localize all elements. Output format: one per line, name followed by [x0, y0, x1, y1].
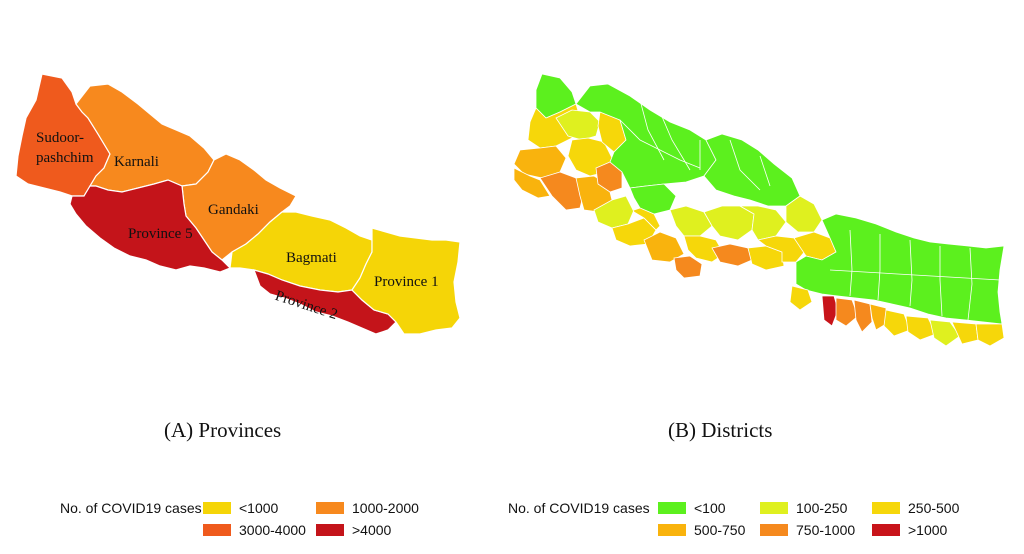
legend-b-item: 100-250 — [760, 500, 847, 516]
district-region-terai-yellow4 — [929, 319, 961, 347]
legend-b-item: 500-750 — [658, 522, 745, 538]
district-region-gorkha-yellowgreen — [785, 195, 823, 233]
legend-label: 500-750 — [694, 522, 746, 538]
district-region-lumbini-yellow2 — [625, 195, 661, 231]
legend-b-item: <100 — [658, 500, 726, 516]
legend-label: >1000 — [908, 522, 948, 538]
district-region-terai-orange1 — [835, 297, 859, 327]
district-region-gandaki-green — [703, 133, 801, 207]
legend-a-title: No. of COVID19 cases — [60, 500, 202, 516]
district-region-lumbini-yellowgreen — [593, 195, 635, 229]
district-region-terai-yellow2 — [883, 309, 911, 337]
district-region-lumbini-orange — [643, 231, 685, 263]
legend-swatch — [872, 524, 900, 536]
legend-b-item: 250-500 — [872, 500, 959, 516]
district-region-terai-red — [821, 295, 839, 327]
district-region-karnali-green — [575, 83, 717, 189]
legend-label: <100 — [694, 500, 726, 516]
district-region-terai-yellow6 — [975, 323, 1005, 347]
label-province-1: Province 1 — [374, 274, 439, 290]
district-region-terai-yellow3 — [905, 315, 937, 341]
legend-label: 3000-4000 — [239, 522, 306, 538]
district-boundaries — [619, 99, 1001, 321]
label-bagmati: Bagmati — [286, 250, 337, 266]
legend-swatch — [658, 502, 686, 514]
district-region-terai-orange2 — [853, 299, 873, 333]
legend-label: 100-250 — [796, 500, 848, 516]
legend-b-item: 750-1000 — [760, 522, 855, 538]
legend-b-title: No. of COVID19 cases — [508, 500, 650, 516]
district-region-far-west-yellow2 — [555, 109, 601, 141]
label-karnali: Karnali — [114, 154, 159, 170]
legend-label: 250-500 — [908, 500, 960, 516]
legend-swatch — [760, 502, 788, 514]
legend-swatch — [316, 524, 344, 536]
legend-a-item: 1000-2000 — [316, 500, 419, 516]
label-province-5: Province 5 — [128, 226, 193, 242]
district-region-bagmati-green — [795, 213, 1005, 325]
district-region-tanahu-yellowgreen — [703, 205, 755, 241]
legend-swatch — [316, 502, 344, 514]
legend-swatch — [658, 524, 686, 536]
district-region-gulmi-yellow — [669, 205, 713, 237]
legend-swatch — [203, 502, 231, 514]
province-1 — [351, 227, 461, 335]
legend-swatch — [760, 524, 788, 536]
legend-a-item: <1000 — [203, 500, 278, 516]
legend-swatch — [872, 502, 900, 514]
district-region-terai-yellow1 — [789, 285, 813, 311]
label-sudoorpashchim: Sudoor- pashchim — [36, 130, 94, 166]
district-region-rupandehi-orange — [711, 243, 753, 267]
caption-districts: (B) Districts — [668, 418, 773, 442]
caption-provinces: (A) Provinces — [164, 418, 282, 442]
province-2 — [253, 269, 397, 335]
legend-label: >4000 — [352, 522, 392, 538]
province-5 — [69, 179, 232, 273]
district-region-lumbini-orange2 — [673, 255, 703, 279]
legend-b-item: >1000 — [872, 522, 947, 538]
legend-a-item: 3000-4000 — [203, 522, 306, 538]
legend-a-item: >4000 — [316, 522, 391, 538]
legend-label: 1000-2000 — [352, 500, 419, 516]
legend-swatch — [203, 524, 231, 536]
district-region-far-west-orange3 — [513, 167, 551, 199]
district-region-terai-orange3 — [869, 303, 887, 331]
legend-label: 750-1000 — [796, 522, 856, 538]
label-gandaki: Gandaki — [208, 202, 259, 218]
legend-label: <1000 — [239, 500, 279, 516]
